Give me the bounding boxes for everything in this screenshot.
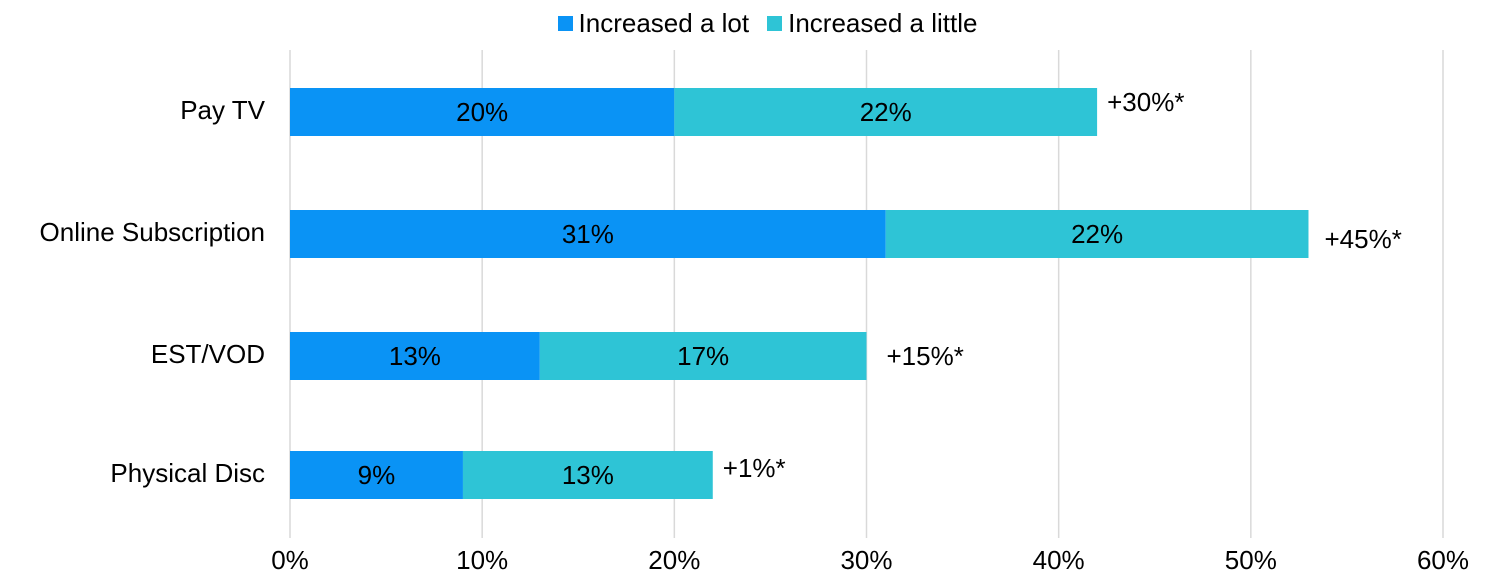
bar-increased-a-lot: [290, 451, 463, 499]
data-label: 17%: [677, 341, 729, 371]
category-label: Physical Disc: [110, 458, 265, 488]
data-label: 22%: [860, 97, 912, 127]
data-label: 31%: [562, 219, 614, 249]
bar-increased-a-little: [462, 451, 713, 499]
annotation-label: +30%*: [1107, 87, 1184, 117]
legend-label-increased-a-lot: Increased a lot: [578, 8, 750, 38]
data-label: 13%: [389, 341, 441, 371]
annotation-label: +15%*: [887, 341, 964, 371]
data-label: 22%: [1071, 219, 1123, 249]
data-label: 9%: [358, 460, 396, 490]
x-tick-label: 50%: [1225, 545, 1277, 575]
legend-label-increased-a-little: Increased a little: [788, 8, 978, 38]
annotation-label: +45%*: [1324, 224, 1401, 254]
x-tick-label: 20%: [648, 545, 700, 575]
legend-swatch-increased-a-lot: [557, 15, 573, 31]
bar-increased-a-little: [674, 88, 1098, 136]
bar-increased-a-little: [885, 210, 1309, 258]
bar-increased-a-lot: [290, 210, 886, 258]
legend-item-increased-a-little: Increased a little: [767, 6, 977, 40]
legend-item-increased-a-lot: Increased a lot: [557, 6, 750, 40]
bar-increased-a-lot: [290, 332, 540, 380]
legend: Increased a lot Increased a little: [0, 6, 1489, 40]
x-tick-label: 10%: [456, 545, 508, 575]
data-label: 13%: [562, 460, 614, 490]
x-tick-label: 40%: [1033, 545, 1085, 575]
bar-increased-a-little: [539, 332, 867, 380]
legend-swatch-increased-a-little: [767, 15, 783, 31]
category-label: Online Subscription: [40, 217, 265, 247]
annotation-label: +1%*: [723, 453, 786, 483]
category-label: Pay TV: [180, 95, 265, 125]
x-tick-label: 0%: [271, 545, 309, 575]
data-label: 20%: [456, 97, 508, 127]
bar-increased-a-lot: [290, 88, 675, 136]
x-tick-label: 30%: [840, 545, 892, 575]
category-label: EST/VOD: [151, 339, 265, 369]
x-tick-label: 60%: [1417, 545, 1469, 575]
